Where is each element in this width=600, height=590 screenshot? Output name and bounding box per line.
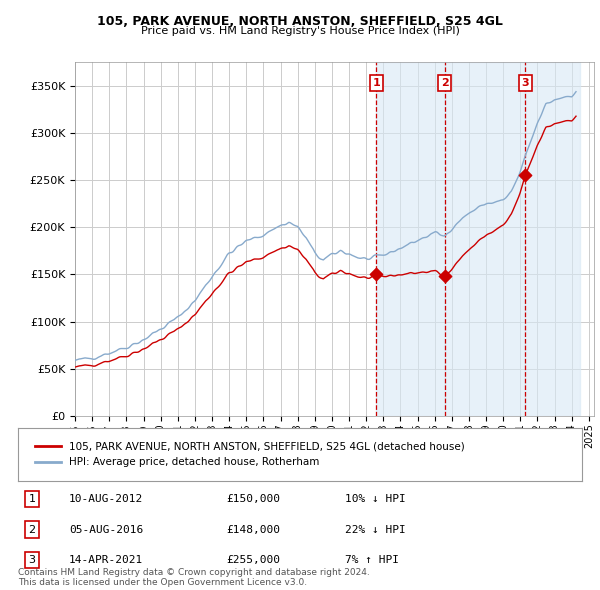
Text: 10-AUG-2012: 10-AUG-2012: [69, 494, 143, 504]
Text: Price paid vs. HM Land Registry's House Price Index (HPI): Price paid vs. HM Land Registry's House …: [140, 26, 460, 36]
Text: 22% ↓ HPI: 22% ↓ HPI: [345, 525, 406, 535]
Point: [521, 171, 530, 180]
Text: £150,000: £150,000: [227, 494, 281, 504]
Text: £255,000: £255,000: [227, 555, 281, 565]
Text: 10% ↓ HPI: 10% ↓ HPI: [345, 494, 406, 504]
Text: Contains HM Land Registry data © Crown copyright and database right 2024.
This d: Contains HM Land Registry data © Crown c…: [18, 568, 370, 587]
Text: 2: 2: [29, 525, 35, 535]
Text: 1: 1: [29, 494, 35, 504]
Text: 7% ↑ HPI: 7% ↑ HPI: [345, 555, 399, 565]
Point: [440, 271, 449, 281]
Legend: 105, PARK AVENUE, NORTH ANSTON, SHEFFIELD, S25 4GL (detached house), HPI: Averag: 105, PARK AVENUE, NORTH ANSTON, SHEFFIEL…: [29, 435, 472, 474]
Bar: [376, 62, 445, 416]
Text: 3: 3: [29, 555, 35, 565]
Bar: [445, 62, 526, 416]
Point: [371, 270, 381, 279]
Text: £148,000: £148,000: [227, 525, 281, 535]
Text: 1: 1: [372, 78, 380, 88]
Text: 105, PARK AVENUE, NORTH ANSTON, SHEFFIELD, S25 4GL: 105, PARK AVENUE, NORTH ANSTON, SHEFFIEL…: [97, 15, 503, 28]
Text: 05-AUG-2016: 05-AUG-2016: [69, 525, 143, 535]
Bar: [526, 62, 580, 416]
Text: 14-APR-2021: 14-APR-2021: [69, 555, 143, 565]
Text: 3: 3: [521, 78, 529, 88]
Text: 2: 2: [441, 78, 449, 88]
